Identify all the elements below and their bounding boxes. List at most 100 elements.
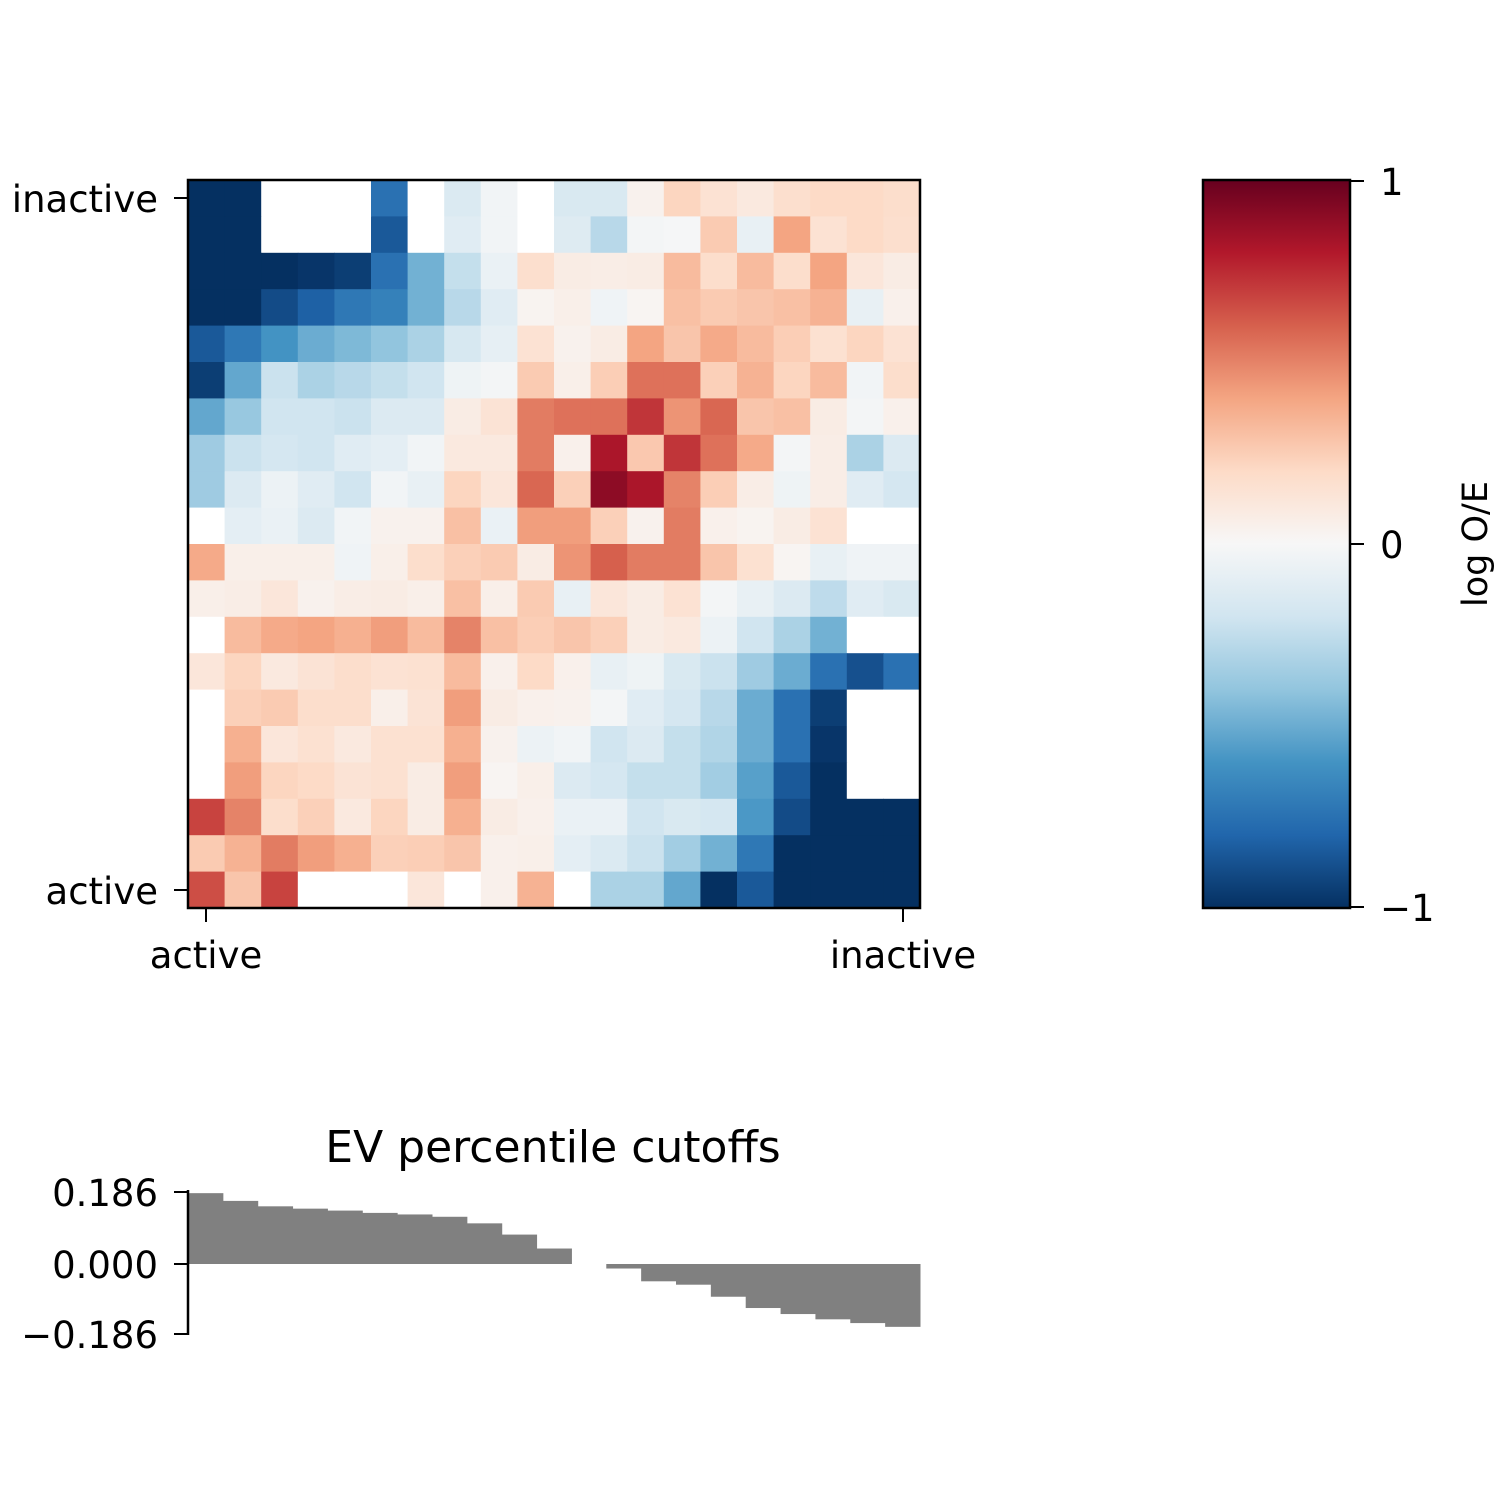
heatmap-cell-r19-c1 [224, 871, 262, 909]
heatmap-cell-r19-c19 [883, 871, 921, 909]
heatmap-cell-r18-c11 [590, 835, 628, 873]
heatmap-cell-r8-c4 [334, 471, 372, 509]
heatmap-cell-r17-c7 [444, 798, 482, 836]
heatmap-cell-r12-c14 [700, 616, 738, 654]
heatmap-cell-r19-c4 [334, 871, 372, 909]
heatmap-cell-r2-c12 [627, 252, 665, 290]
heatmap-cell-r9-c2 [261, 507, 299, 545]
heatmap-cell-r0-c7 [444, 180, 482, 217]
heatmap-cell-r19-c10 [554, 871, 592, 909]
bar-6 [397, 1214, 433, 1264]
colorbar-label: log O/E [1456, 481, 1496, 607]
heatmap-cell-r5-c13 [663, 362, 701, 399]
heatmap-cell-r5-c3 [297, 362, 335, 399]
heatmap-cell-r14-c0 [188, 689, 226, 727]
heatmap-cell-r3-c19 [883, 289, 921, 327]
heatmap-cell-r4-c0 [188, 325, 226, 363]
heatmap-cell-r11-c9 [517, 580, 555, 618]
heatmap-cell-r19-c18 [846, 871, 884, 909]
heatmap-cell-r8-c7 [444, 471, 482, 509]
heatmap-cell-r17-c13 [663, 798, 701, 836]
heatmap-cell-r16-c19 [883, 762, 921, 800]
heatmap-cell-r7-c7 [444, 434, 482, 472]
heatmap-cell-r10-c14 [700, 544, 738, 581]
heatmap-cell-r2-c7 [444, 252, 482, 290]
heatmap-cell-r1-c15 [737, 216, 775, 254]
heatmap-frame [186, 178, 922, 910]
heatmap-cell-r5-c9 [517, 362, 555, 399]
heatmap-cell-r11-c7 [444, 580, 482, 618]
heatmap-cell-r1-c3 [297, 216, 335, 254]
heatmap-cell-r2-c0 [188, 252, 226, 290]
heatmap-cell-r10-c18 [846, 544, 884, 581]
heatmap-cell-r3-c6 [407, 289, 445, 327]
heatmap-cell-r0-c18 [846, 180, 884, 217]
bar-4 [327, 1210, 363, 1264]
heatmap-cell-r13-c18 [846, 653, 884, 691]
heatmap-cell-r9-c8 [480, 507, 518, 545]
heatmap-cell-r18-c8 [480, 835, 518, 873]
heatmap-cell-r6-c19 [883, 398, 921, 436]
heatmap-cell-r10-c9 [517, 544, 555, 581]
heatmap-cell-r19-c9 [517, 871, 555, 909]
heatmap-cell-r0-c2 [261, 180, 299, 217]
bar-13 [641, 1264, 677, 1282]
heatmap-cell-r11-c14 [700, 580, 738, 618]
heatmap-cell-r4-c12 [627, 325, 665, 363]
heatmap-cell-r10-c2 [261, 544, 299, 581]
heatmap-cell-r8-c16 [773, 471, 811, 509]
heatmap-cell-r1-c2 [261, 216, 299, 254]
heatmap-cell-r11-c0 [188, 580, 226, 618]
heatmap-cell-r10-c4 [334, 544, 372, 581]
heatmap-cell-r0-c14 [700, 180, 738, 217]
heatmap-cell-r14-c16 [773, 689, 811, 727]
heatmap-cell-r18-c9 [517, 835, 555, 873]
heatmap-cell-r15-c19 [883, 726, 921, 763]
bar-2 [257, 1206, 294, 1264]
heatmap-cell-r6-c4 [334, 398, 372, 436]
heatmap-cell-r4-c15 [737, 325, 775, 363]
heatmap-cell-r13-c2 [261, 653, 299, 691]
heatmap-cell-r1-c1 [224, 216, 262, 254]
heatmap-cell-r0-c11 [590, 180, 628, 217]
heatmap-cell-r16-c17 [810, 762, 848, 800]
heatmap-cell-r17-c17 [810, 798, 848, 836]
heatmap-cell-r12-c9 [517, 616, 555, 654]
heatmap-cell-r11-c13 [663, 580, 701, 618]
heatmap-cell-r14-c19 [883, 689, 921, 727]
heatmap-cell-r1-c12 [627, 216, 665, 254]
heatmap-cell-r6-c10 [554, 398, 592, 436]
heatmap-cell-r11-c1 [224, 580, 262, 618]
heatmap-cell-r0-c8 [480, 180, 518, 217]
heatmap-cell-r3-c11 [590, 289, 628, 327]
heatmap-cell-r6-c9 [517, 398, 555, 436]
heatmap-cell-r8-c10 [554, 471, 592, 509]
heatmap-cell-r14-c15 [737, 689, 775, 727]
heatmap-plot: inactive active active inactive [12, 178, 976, 977]
heatmap-cell-r17-c3 [297, 798, 335, 836]
heatmap-cell-r12-c4 [334, 616, 372, 654]
heatmap-cell-r16-c0 [188, 762, 226, 800]
heatmap-cell-r4-c1 [224, 325, 262, 363]
heatmap-cell-r0-c6 [407, 180, 445, 217]
heatmap-cell-r3-c12 [627, 289, 665, 327]
heatmap-cell-r3-c5 [371, 289, 409, 327]
heatmap-cell-r13-c16 [773, 653, 811, 691]
heatmap-cell-r3-c17 [810, 289, 848, 327]
heatmap-cell-r8-c0 [188, 471, 226, 509]
heatmap-cell-r1-c17 [810, 216, 848, 254]
heatmap-cell-r3-c8 [480, 289, 518, 327]
heatmap-cell-r6-c5 [371, 398, 409, 436]
heatmap-cell-r8-c3 [297, 471, 335, 509]
heatmap-cell-r5-c12 [627, 362, 665, 399]
heatmap-cell-r14-c11 [590, 689, 628, 727]
heatmap-cell-r11-c4 [334, 580, 372, 618]
heatmap-cell-r10-c13 [663, 544, 701, 581]
heatmap-cell-r1-c5 [371, 216, 409, 254]
heatmap-cell-r12-c19 [883, 616, 921, 654]
heatmap-cell-r5-c16 [773, 362, 811, 399]
heatmap-cell-r0-c17 [810, 180, 848, 217]
heatmap-cell-r12-c13 [663, 616, 701, 654]
heatmap-cell-r12-c10 [554, 616, 592, 654]
heatmap-cell-r0-c0 [188, 180, 226, 217]
